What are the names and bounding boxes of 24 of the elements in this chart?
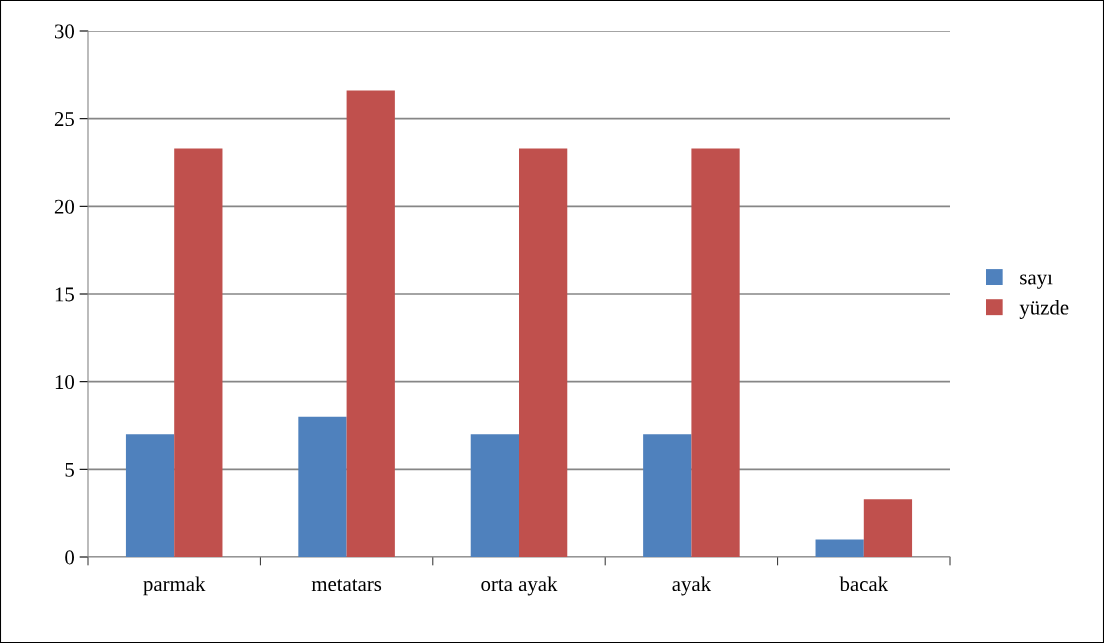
- y-tick-label: 30: [54, 24, 75, 39]
- y-tick-label: 10: [55, 375, 75, 390]
- legend-label: sayı: [1020, 274, 1053, 289]
- y-tick-label: 15: [55, 287, 74, 302]
- x-tick-label: orta ayak: [481, 576, 558, 596]
- bar: [691, 148, 740, 557]
- x-tick-label: bacak: [839, 576, 889, 592]
- bar: [815, 539, 864, 557]
- y-tick-label: 20: [54, 199, 75, 214]
- bar: [863, 499, 913, 557]
- bar: [298, 416, 347, 557]
- y-tick-label: 0: [65, 550, 75, 565]
- legend-label: yüzde: [1019, 299, 1069, 319]
- bar: [470, 434, 519, 557]
- bar: [346, 90, 395, 557]
- bar: [519, 148, 568, 557]
- bar: [643, 434, 692, 557]
- y-tick-label: 5: [65, 462, 74, 477]
- x-tick-label: metatars: [311, 579, 382, 592]
- x-tick-label: parmak: [143, 576, 206, 596]
- bar: [174, 148, 223, 557]
- x-tick-label: ayak: [672, 576, 712, 596]
- bar: [125, 434, 175, 557]
- y-tick-label: 25: [54, 112, 74, 127]
